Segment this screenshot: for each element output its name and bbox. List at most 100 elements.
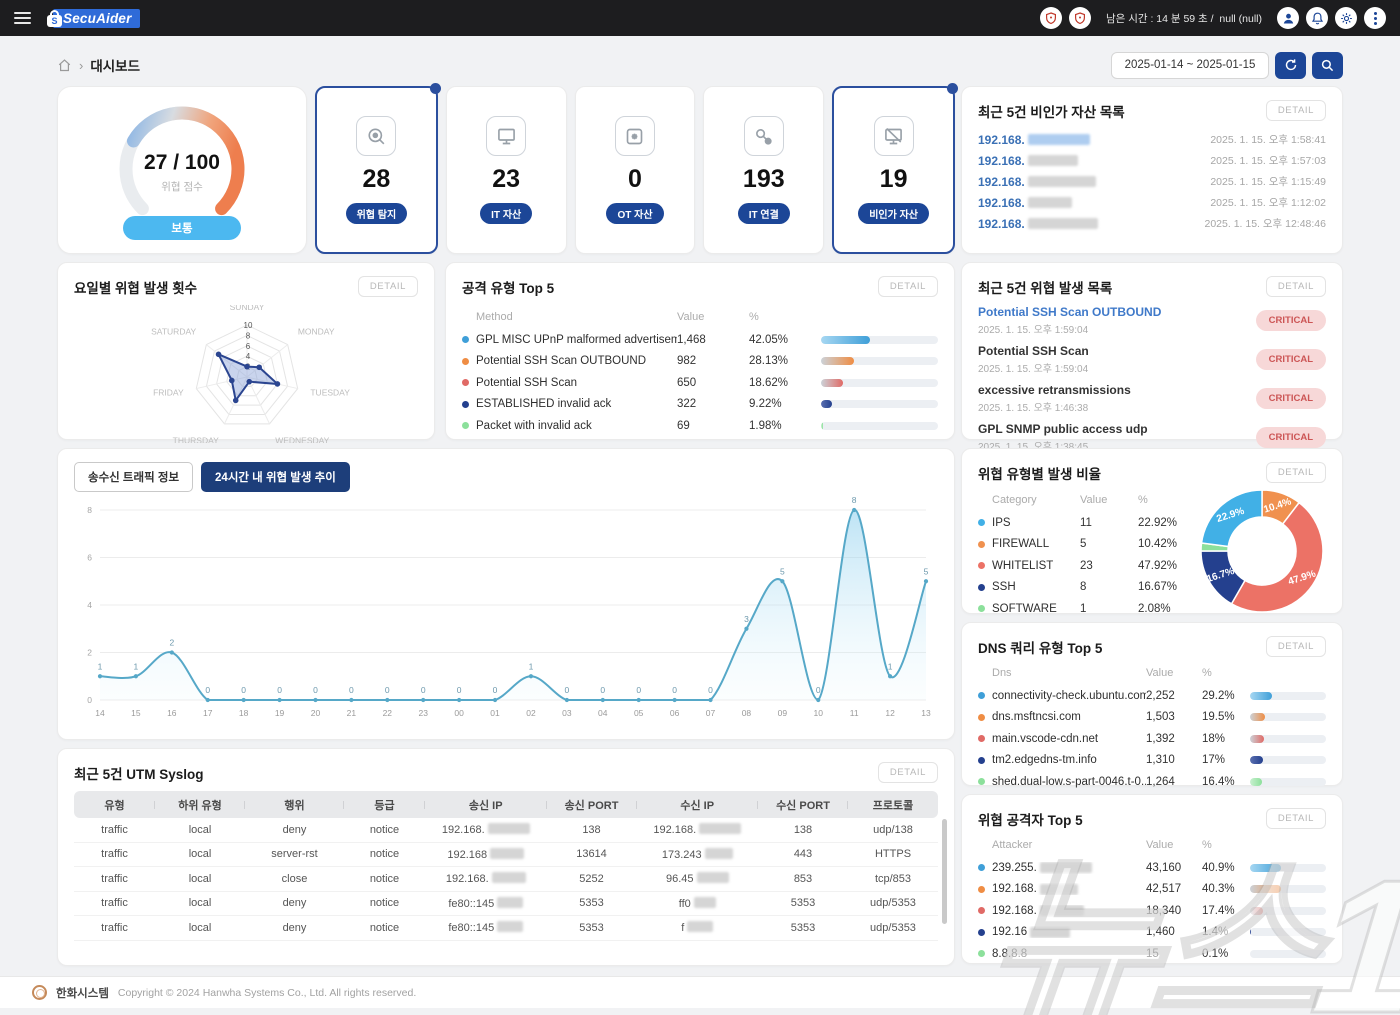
menu-icon[interactable] <box>14 12 31 24</box>
attacker-row[interactable]: 192.16 1,460 1.4% <box>978 922 1326 944</box>
threat-type-row[interactable]: IPS 11 22.92% <box>978 512 1198 534</box>
asset-ip[interactable]: 192.168. <box>978 175 1096 189</box>
stat-card-unauth-asset[interactable]: 19 비인가 자산 <box>832 83 958 254</box>
dns-query-row[interactable]: main.vscode-cdn.net 1,392 18% <box>978 728 1326 750</box>
unauthorized-asset-row[interactable]: 192.168. 2025. 1. 15. 오후 1:12:02 <box>978 192 1326 213</box>
detail-button[interactable]: DETAIL <box>1265 276 1326 297</box>
threat-type-row[interactable]: WHITELIST 23 47.92% <box>978 555 1198 577</box>
threat-row[interactable]: Potential SSH Scan 2025. 1. 15. 오후 1:59:0… <box>978 340 1326 379</box>
threat-name[interactable]: Potential SSH Scan OUTBOUND <box>978 305 1162 319</box>
severity-badge: CRITICAL <box>1255 427 1326 448</box>
attack-type-row[interactable]: Packet with invalid ack 69 1.98% <box>462 415 938 437</box>
dns-query-row[interactable]: shed.dual-low.s-part-0046.t-0... 1,264 16.… <box>978 771 1326 793</box>
detail-button[interactable]: DETAIL <box>357 276 418 297</box>
asset-ip[interactable]: 192.168. <box>978 154 1078 168</box>
tab-traffic-info[interactable]: 송수신 트래픽 정보 <box>74 462 194 492</box>
column-header: 등급 <box>344 797 425 813</box>
detail-button[interactable]: DETAIL <box>1265 100 1326 121</box>
unauthorized-asset-row[interactable]: 192.168. 2025. 1. 15. 오후 1:58:41 <box>978 129 1326 150</box>
panel-title: 최근 5건 UTM Syslog <box>74 766 204 782</box>
attack-type-row[interactable]: Potential SSH Scan 650 18.62% <box>462 372 938 394</box>
syslog-cell: traffic <box>101 897 128 910</box>
attack-type-row[interactable]: ESTABLISHED invalid ack 322 9.22% <box>462 394 938 416</box>
svg-text:2: 2 <box>87 648 92 658</box>
dns-query-row[interactable]: dns.msftncsi.com 1,503 19.5% <box>978 707 1326 729</box>
stat-label-badge: OT 자산 <box>606 203 664 224</box>
svg-text:13: 13 <box>921 708 931 718</box>
syslog-cell: traffic <box>101 848 128 861</box>
unauthorized-asset-row[interactable]: 192.168. 2025. 1. 15. 오후 1:57:03 <box>978 150 1326 171</box>
svg-text:16: 16 <box>167 708 177 718</box>
label-text: dns.msftncsi.com <box>992 711 1081 724</box>
more-options-button[interactable] <box>1364 7 1386 29</box>
attacker-row[interactable]: 192.168. 18,340 17.4% <box>978 900 1326 922</box>
category-dot <box>978 713 985 721</box>
app-logo[interactable]: S SecuAider <box>47 8 140 28</box>
attack-type-row[interactable]: Potential SSH Scan OUTBOUND 982 28.13% <box>462 351 938 373</box>
stat-card-ot-asset[interactable]: 0 OT 자산 <box>574 86 696 254</box>
detail-button[interactable]: DETAIL <box>877 762 938 783</box>
svg-text:0: 0 <box>600 685 605 695</box>
threats-24h-area-chart: 0 2 4 6 8 1 14 1 15 2 16 0 17 0 18 0 19 0 20 0 21 0 22 0 23 0 00 0 0… <box>74 495 938 733</box>
threat-type-row[interactable]: SSH 8 16.67% <box>978 576 1198 598</box>
detail-button[interactable]: DETAIL <box>1265 462 1326 483</box>
attacker-row[interactable]: 239.255. 43,160 40.9% <box>978 857 1326 879</box>
attack-type-row[interactable]: GPL MISC UPnP malformed advertisement 1,4… <box>462 329 938 351</box>
label-text: WHITELIST <box>992 559 1054 572</box>
attacker-row[interactable]: 192.168. 42,517 40.3% <box>978 879 1326 901</box>
syslog-row[interactable]: traffic local deny notice fe80::145 5353 f 5353… <box>74 916 938 941</box>
detail-button[interactable]: DETAIL <box>1265 636 1326 657</box>
syslog-row[interactable]: traffic local close notice 192.168. 5252 96.45… <box>74 867 938 892</box>
asset-ip[interactable]: 192.168. <box>978 196 1072 210</box>
settings-button[interactable] <box>1335 7 1357 29</box>
dns-query-row[interactable]: tm2.edgedns-tm.info 1,310 17% <box>978 750 1326 772</box>
threat-name[interactable]: Potential SSH Scan <box>978 344 1089 358</box>
threat-row[interactable]: Potential SSH Scan OUTBOUND 2025. 1. 15. … <box>978 301 1326 340</box>
unauthorized-asset-row[interactable]: 192.168. 2025. 1. 15. 오후 12:48:46 <box>978 213 1326 234</box>
threat-row[interactable]: GPL SNMP public access udp 2025. 1. 15. 오… <box>978 418 1326 457</box>
home-icon[interactable] <box>57 58 72 73</box>
row-percent: 16.4% <box>1202 775 1235 788</box>
user-profile-button[interactable] <box>1277 7 1299 29</box>
percent-bar <box>1250 756 1326 765</box>
syslog-cell: deny <box>282 897 307 910</box>
svg-text:03: 03 <box>562 708 572 718</box>
stat-card-it-asset[interactable]: 23 IT 자산 <box>445 86 567 254</box>
category-dot <box>978 735 985 743</box>
label-text: Packet with invalid ack <box>476 419 592 432</box>
unauthorized-asset-row[interactable]: 192.168. 2025. 1. 15. 오후 1:15:49 <box>978 171 1326 192</box>
label-text: 192.168. <box>992 883 1037 896</box>
attacker-row[interactable]: 8.8.8.8 15 0.1% <box>978 943 1326 965</box>
asset-ip[interactable]: 192.168. <box>978 217 1098 231</box>
threat-type-row[interactable]: FIREWALL 5 10.42% <box>978 533 1198 555</box>
syslog-row[interactable]: traffic local deny notice fe80::145 5353 ff0 53… <box>74 892 938 916</box>
threat-type-row[interactable]: SOFTWARE 1 2.08% <box>978 598 1198 620</box>
date-range-input[interactable] <box>1111 51 1269 79</box>
refresh-button[interactable] <box>1275 51 1306 79</box>
dns-query-row[interactable]: connectivity-check.ubuntu.com 2,252 29.2% <box>978 685 1326 707</box>
label-text: SSH <box>992 581 1016 593</box>
detail-button[interactable]: DETAIL <box>1265 808 1326 829</box>
shield-alert-icon-2[interactable] <box>1068 7 1091 29</box>
stat-label-badge: 비인가 자산 <box>858 203 929 224</box>
table-scrollbar[interactable] <box>942 819 947 924</box>
notifications-button[interactable] <box>1306 7 1328 29</box>
search-button[interactable] <box>1312 51 1343 79</box>
syslog-row[interactable]: traffic local deny notice 192.168. 138 192.168… <box>74 818 938 843</box>
syslog-cell: 5353 <box>579 897 604 910</box>
shield-alert-icon-1[interactable] <box>1039 7 1062 29</box>
percent-bar <box>1250 713 1326 722</box>
table-header: Category Value% <box>978 488 1198 512</box>
syslog-row[interactable]: traffic local server-rst notice 192.168 13614… <box>74 843 938 867</box>
stat-card-threat-detect[interactable]: 28 위협 탐지 <box>315 83 441 254</box>
row-label: SSH <box>978 581 1080 593</box>
detail-button[interactable]: DETAIL <box>877 276 938 297</box>
threat-row[interactable]: excessive retransmissions 2025. 1. 15. 오후… <box>978 379 1326 418</box>
svg-text:17: 17 <box>203 708 213 718</box>
asset-ip[interactable]: 192.168. <box>978 133 1090 147</box>
redacted-text <box>490 847 525 859</box>
stat-card-it-link[interactable]: 193 IT 연결 <box>703 86 825 254</box>
tab-threats-24h[interactable]: 24시간 내 위협 발생 추이 <box>201 462 350 492</box>
threat-name[interactable]: GPL SNMP public access udp <box>978 422 1148 436</box>
threat-name[interactable]: excessive retransmissions <box>978 383 1131 397</box>
